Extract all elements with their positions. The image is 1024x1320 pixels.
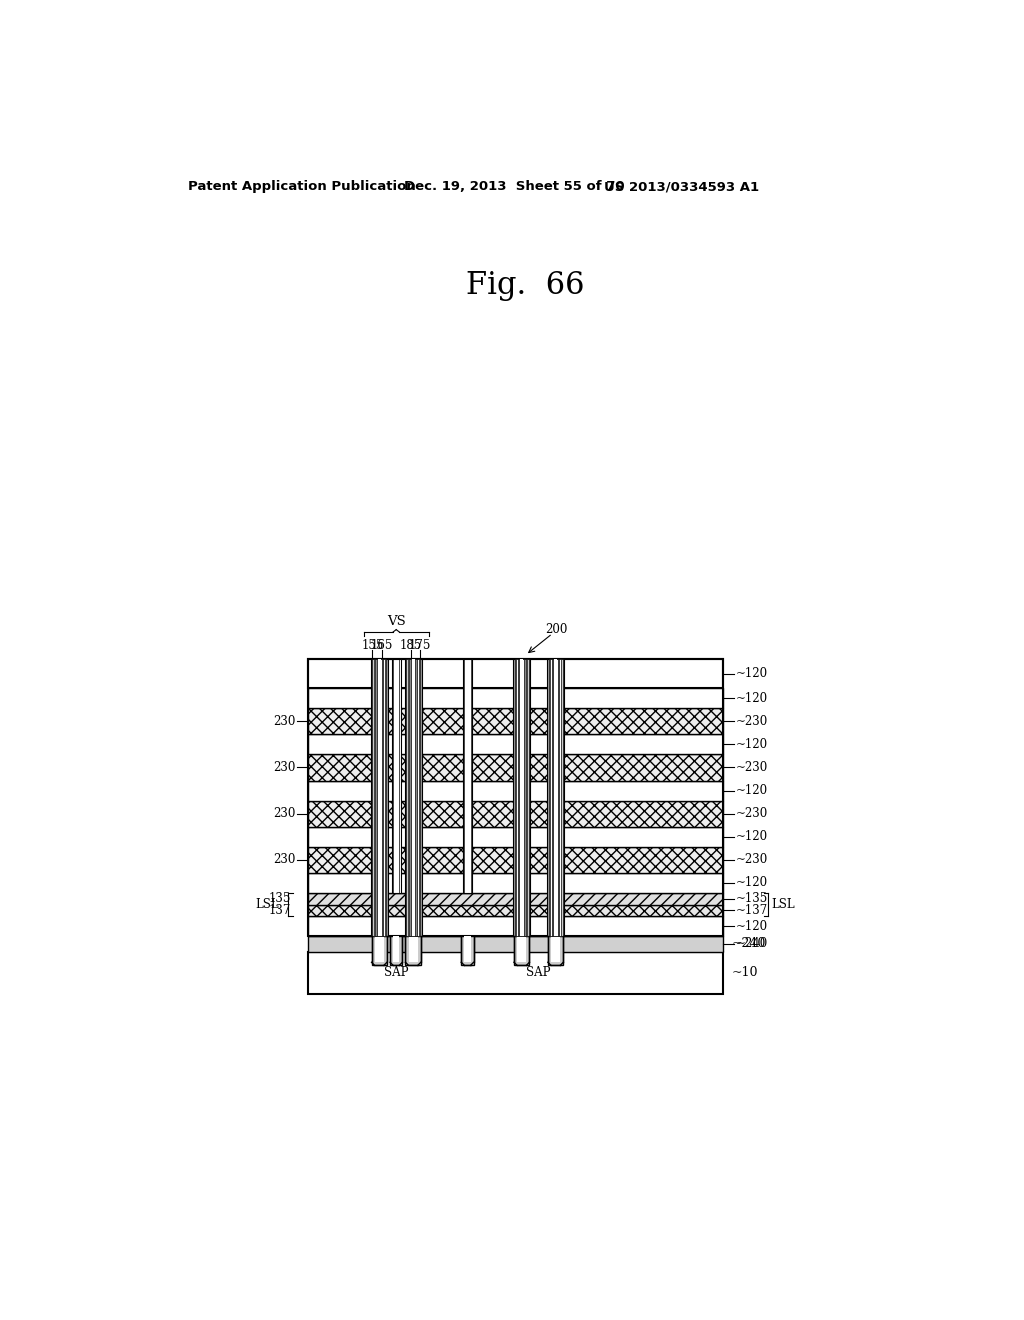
- Bar: [547, 659, 564, 936]
- Bar: [519, 659, 524, 936]
- Text: ~120: ~120: [736, 692, 768, 705]
- Bar: [411, 659, 416, 936]
- Bar: [551, 936, 560, 962]
- Text: 200: 200: [545, 623, 567, 636]
- Text: 230: 230: [273, 853, 295, 866]
- Bar: [374, 659, 385, 936]
- Text: Dec. 19, 2013  Sheet 55 of 70: Dec. 19, 2013 Sheet 55 of 70: [403, 181, 625, 194]
- Bar: [307, 688, 724, 708]
- Bar: [307, 892, 724, 904]
- Bar: [463, 659, 472, 892]
- Text: ~120: ~120: [736, 667, 768, 680]
- Text: VS: VS: [387, 615, 406, 628]
- Bar: [391, 659, 400, 892]
- Text: SAP: SAP: [384, 966, 409, 979]
- Text: 185: 185: [399, 639, 422, 652]
- Bar: [513, 659, 530, 936]
- Bar: [515, 659, 528, 936]
- Text: ~120: ~120: [736, 738, 768, 751]
- Bar: [377, 659, 382, 936]
- Bar: [307, 936, 724, 952]
- Bar: [407, 659, 420, 936]
- Bar: [371, 659, 388, 936]
- Text: 135: 135: [269, 892, 292, 906]
- Text: US 2013/0334593 A1: US 2013/0334593 A1: [604, 181, 759, 194]
- Text: ~240: ~240: [731, 937, 766, 950]
- Bar: [307, 659, 724, 688]
- Text: ~137: ~137: [736, 904, 768, 917]
- Bar: [307, 755, 724, 780]
- Bar: [520, 659, 523, 936]
- Bar: [517, 936, 526, 962]
- Bar: [552, 659, 559, 936]
- Bar: [554, 659, 557, 936]
- Bar: [307, 780, 724, 800]
- Bar: [516, 659, 527, 936]
- Text: ~120: ~120: [736, 876, 768, 890]
- Bar: [412, 659, 415, 936]
- Bar: [464, 936, 470, 962]
- Text: SAP: SAP: [526, 966, 551, 979]
- Bar: [307, 800, 724, 826]
- Bar: [376, 659, 383, 936]
- Text: 230: 230: [273, 714, 295, 727]
- Bar: [307, 916, 724, 936]
- Bar: [548, 936, 563, 965]
- Bar: [307, 826, 724, 847]
- Text: ~240: ~240: [736, 937, 768, 950]
- Text: LSL: LSL: [256, 898, 280, 911]
- Bar: [549, 659, 562, 936]
- Text: ~230: ~230: [736, 853, 768, 866]
- Text: 230: 230: [273, 807, 295, 820]
- Bar: [408, 659, 419, 936]
- Text: 175: 175: [409, 639, 431, 652]
- Bar: [373, 659, 386, 936]
- Text: ~135: ~135: [736, 892, 768, 906]
- Bar: [404, 659, 422, 936]
- Text: ~230: ~230: [736, 807, 768, 820]
- Bar: [307, 952, 724, 994]
- Text: Fig.  66: Fig. 66: [466, 271, 584, 301]
- Bar: [514, 936, 529, 965]
- Text: Patent Application Publication: Patent Application Publication: [188, 181, 416, 194]
- Bar: [307, 734, 724, 755]
- Text: 165: 165: [371, 639, 393, 652]
- Bar: [307, 873, 724, 892]
- Bar: [550, 659, 561, 936]
- Text: ~120: ~120: [736, 920, 768, 933]
- Bar: [461, 936, 473, 965]
- Bar: [307, 659, 724, 936]
- Text: ~120: ~120: [736, 784, 768, 797]
- Bar: [375, 936, 384, 962]
- Bar: [410, 659, 417, 936]
- Bar: [553, 659, 558, 936]
- Text: LSL: LSL: [771, 898, 795, 911]
- Bar: [518, 659, 525, 936]
- Bar: [307, 709, 724, 734]
- Bar: [378, 659, 381, 936]
- Text: ~230: ~230: [736, 714, 768, 727]
- Text: 230: 230: [273, 760, 295, 774]
- Bar: [390, 936, 402, 965]
- Text: ~10: ~10: [731, 966, 758, 979]
- Bar: [406, 936, 421, 965]
- Text: 155: 155: [361, 639, 384, 652]
- Text: ~230: ~230: [736, 760, 768, 774]
- Bar: [409, 936, 418, 962]
- Text: ~120: ~120: [736, 830, 768, 843]
- Text: 137: 137: [269, 904, 292, 917]
- Bar: [393, 936, 399, 962]
- Bar: [372, 936, 387, 965]
- Bar: [307, 904, 724, 916]
- Bar: [307, 847, 724, 873]
